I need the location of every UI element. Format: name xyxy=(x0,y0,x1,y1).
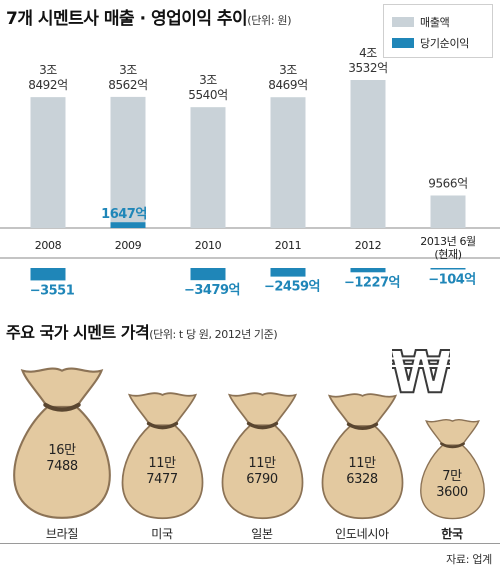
revenue-data-label: 3조 xyxy=(119,63,137,77)
revenue-bar xyxy=(350,80,386,228)
legend-label-net-income: 당기순이익 xyxy=(420,37,470,50)
price-label: 11만 6328 xyxy=(319,456,406,488)
net-income-bar xyxy=(30,268,66,281)
revenue-data-label: 4조 xyxy=(359,46,377,60)
revenue-data-label: 5540억 xyxy=(188,88,228,102)
bag-top xyxy=(127,392,197,427)
price-bag: 11만 6790 xyxy=(219,386,306,520)
x-tick-label: 2008 xyxy=(35,239,62,252)
x-tick-label: 2010 xyxy=(195,239,222,252)
price-label-line: 7488 xyxy=(46,459,78,474)
revenue-bar xyxy=(30,97,66,228)
net-income-data-label: 1647억 xyxy=(101,207,147,222)
price-label-line: 11만 xyxy=(348,456,376,471)
price-label-line: 3600 xyxy=(436,485,468,500)
revenue-data-label: 3조 xyxy=(39,63,57,77)
chart-title-text: 7개 시멘트사 매출 · 영업이익 추이 xyxy=(6,9,248,29)
price-label-line: 11만 xyxy=(148,456,176,471)
net-income-data-label: −3551 xyxy=(30,283,75,298)
revenue-bar xyxy=(110,96,146,228)
x-tick-label: 2012 xyxy=(355,239,381,252)
price-bag: 16만 7488 xyxy=(10,360,114,520)
country-label: 한국 xyxy=(441,527,463,541)
legend: 매출액 당기순이익 xyxy=(383,4,493,58)
net-income-bar xyxy=(430,268,466,270)
bottom-divider xyxy=(0,543,500,544)
bag-body xyxy=(13,405,111,519)
net-income-data-label: −104억 xyxy=(428,273,476,288)
bag-body xyxy=(419,444,485,520)
bag-tie xyxy=(146,421,178,430)
revenue-data-label: 3532억 xyxy=(348,61,388,75)
x-tick-label: (현재) xyxy=(434,248,461,261)
net-income-bar xyxy=(270,268,306,277)
price-label-line: 7477 xyxy=(146,472,178,487)
revenue-bar xyxy=(190,107,226,228)
net-income-bar xyxy=(190,268,226,281)
x-tick-label: 2013년 6월 xyxy=(420,235,476,248)
x-tick-label: 2011 xyxy=(275,239,301,252)
net-income-data-label: −1227억 xyxy=(344,275,400,290)
bag-tie xyxy=(439,442,465,449)
country-label: 미국 xyxy=(151,527,173,541)
bag-tie xyxy=(246,421,278,430)
price-label-line: 11만 xyxy=(248,456,276,471)
price-label: 11만 7477 xyxy=(119,456,206,488)
price-label-line: 16만 xyxy=(48,443,76,458)
revenue-data-label: 8469억 xyxy=(268,78,308,92)
won-symbol-glyph: ₩ xyxy=(392,342,450,400)
legend-label-revenue: 매출액 xyxy=(420,16,450,29)
price-bag: 7만 3600 xyxy=(418,414,487,520)
chart-unit: (단위: 원) xyxy=(247,14,292,27)
revenue-data-label: 8492억 xyxy=(28,78,68,92)
country-label: 인도네시아 xyxy=(335,527,389,541)
revenue-bar xyxy=(270,97,306,229)
price-bag: 11만 7477 xyxy=(119,386,206,520)
source-note: 자료: 업계 xyxy=(446,553,492,566)
price-section-title-text: 주요 국가 시멘트 가격 xyxy=(6,323,150,342)
money-bag-icon xyxy=(321,393,403,520)
price-section-title: 주요 국가 시멘트 가격(단위: t 당 원, 2012년 기준) xyxy=(6,319,278,343)
revenue-data-label: 3조 xyxy=(199,73,217,87)
revenue-data-label: 3조 xyxy=(279,63,297,77)
money-bag-icon xyxy=(121,392,203,520)
legend-swatch-revenue xyxy=(392,17,414,27)
won-symbol-icon: ₩ xyxy=(388,337,454,407)
bag-body xyxy=(221,424,303,520)
price-label: 7만 3600 xyxy=(418,469,487,501)
revenue-bar xyxy=(430,195,466,228)
bag-body xyxy=(121,424,203,520)
net-income-bar xyxy=(110,222,146,228)
bag-body xyxy=(321,425,403,520)
net-income-data-label: −2459억 xyxy=(264,280,320,295)
country-label: 일본 xyxy=(251,527,273,541)
bag-top xyxy=(20,367,104,408)
price-section-unit: (단위: t 당 원, 2012년 기준) xyxy=(149,328,278,341)
price-label-line: 7만 xyxy=(442,469,462,484)
net-income-data-label: −3479억 xyxy=(184,283,240,298)
bag-top xyxy=(327,393,397,427)
money-bag-icon xyxy=(13,367,111,519)
legend-swatch-net-income xyxy=(392,38,414,48)
revenue-data-label: 8562억 xyxy=(108,78,148,92)
bag-top xyxy=(227,392,297,427)
bag-top xyxy=(424,418,480,446)
price-label: 11만 6790 xyxy=(219,456,306,488)
price-label-line: 6790 xyxy=(246,472,278,487)
price-label: 16만 7488 xyxy=(10,443,114,475)
money-bag-icon xyxy=(221,392,303,520)
price-bag: 11만 6328 xyxy=(319,387,406,520)
net-income-bar xyxy=(350,268,386,273)
country-label: 브라질 xyxy=(45,527,79,541)
bag-tie xyxy=(43,402,81,412)
money-bag-icon xyxy=(419,418,485,520)
price-label-line: 6328 xyxy=(346,472,378,487)
x-tick-label: 2009 xyxy=(115,239,142,252)
chart-title: 7개 시멘트사 매출 · 영업이익 추이(단위: 원) xyxy=(6,4,292,29)
revenue-data-label: 9566억 xyxy=(428,176,468,190)
bag-tie xyxy=(346,422,378,430)
